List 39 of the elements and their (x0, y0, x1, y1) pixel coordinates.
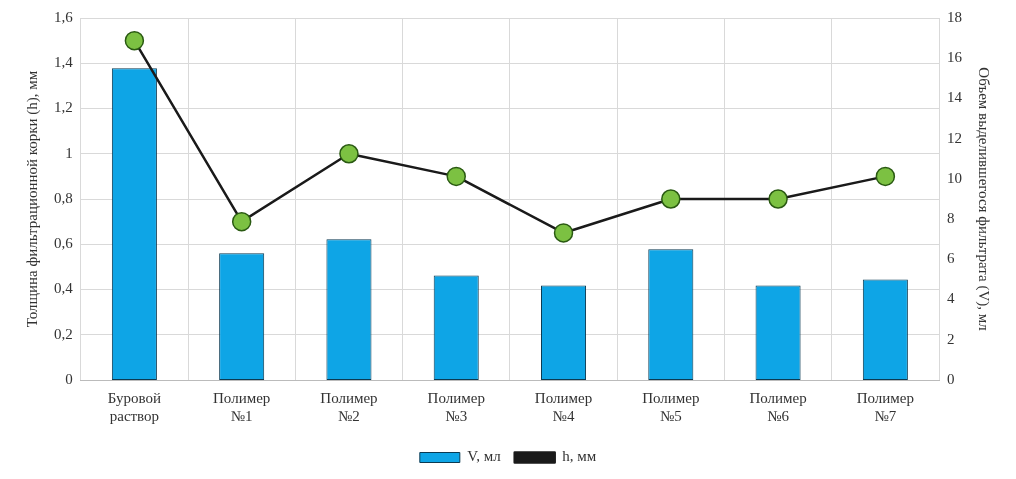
y-tick-label: 0 (65, 370, 73, 387)
legend-label: h, мм (562, 448, 597, 465)
y2-tick-label: 16 (947, 49, 963, 66)
category-label: №5 (659, 407, 682, 424)
y2-tick-label: 8 (947, 210, 955, 227)
category-label: №6 (767, 407, 789, 424)
y2-tick-label: 18 (947, 8, 962, 25)
y2-tick-label: 0 (947, 370, 955, 387)
category-label: №2 (338, 407, 360, 424)
category-label: Полимер (749, 389, 807, 406)
category-label: Полимер (856, 389, 915, 406)
y-axis-title: Толщина фильтрационной корки (h), мм (23, 70, 41, 328)
category-label: №4 (552, 407, 575, 424)
y-tick-label: 1,4 (54, 54, 74, 71)
category-label: Полимер (642, 389, 700, 406)
y-tick-label: 0,4 (54, 280, 74, 297)
legend-label: V, мл (467, 448, 502, 465)
category-label: раствор (109, 407, 160, 424)
y-tick-label: 1,6 (54, 8, 74, 25)
y2-tick-label: 2 (947, 330, 955, 347)
category-label: №3 (445, 407, 468, 424)
y2-tick-label: 14 (947, 89, 963, 106)
category-label: Полимер (213, 389, 271, 406)
y2-tick-label: 6 (947, 250, 955, 267)
category-label: №7 (874, 407, 897, 424)
category-label: №1 (230, 407, 253, 424)
category-label: Полимер (320, 389, 378, 406)
y2-tick-label: 10 (947, 169, 962, 186)
y-tick-label: 1,2 (54, 99, 73, 116)
y2-axis-title: Объем выделившегося фильтрата (V), мл (975, 67, 993, 332)
category-label: Полимер (427, 389, 485, 406)
category-label: Полимер (534, 389, 593, 406)
y2-tick-label: 4 (947, 290, 955, 307)
y-tick-label: 1 (65, 144, 73, 161)
y-tick-label: 0,6 (54, 235, 74, 252)
y-tick-label: 0,2 (54, 325, 73, 342)
y2-tick-label: 12 (947, 129, 962, 146)
category-label: Буровой (107, 389, 162, 406)
y-tick-label: 0,8 (54, 189, 73, 206)
